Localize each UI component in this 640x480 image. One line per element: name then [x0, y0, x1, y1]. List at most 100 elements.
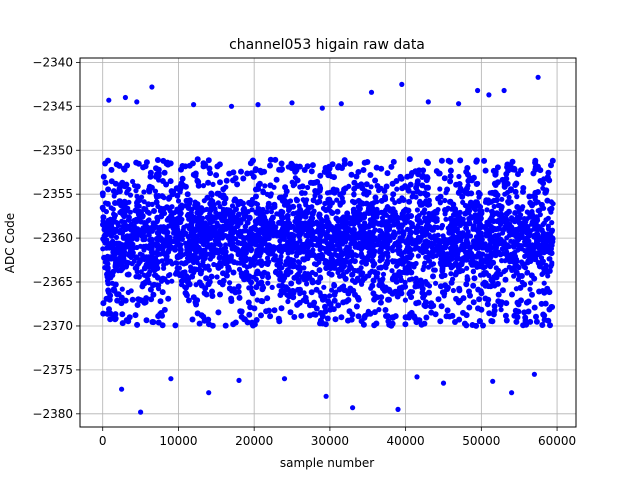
data-point	[248, 201, 255, 208]
data-point	[456, 181, 463, 187]
data-point	[533, 313, 539, 320]
data-point	[118, 202, 125, 209]
data-point	[179, 175, 186, 182]
data-point	[470, 254, 477, 260]
data-point	[548, 162, 554, 169]
data-point	[508, 228, 515, 235]
data-point	[503, 267, 509, 273]
data-point	[162, 237, 168, 244]
data-point	[271, 255, 278, 262]
data-point	[535, 250, 542, 257]
data-point	[217, 291, 223, 298]
data-point	[316, 211, 323, 218]
data-point	[323, 265, 330, 272]
data-point	[100, 173, 107, 180]
data-point	[159, 178, 166, 184]
data-point	[277, 276, 284, 283]
data-point	[340, 299, 347, 306]
data-point	[119, 223, 126, 230]
data-point	[102, 179, 109, 186]
data-point	[245, 299, 252, 306]
data-point	[525, 258, 532, 265]
data-point	[167, 208, 173, 214]
data-point	[496, 217, 502, 223]
data-point	[467, 252, 473, 258]
data-point	[263, 260, 270, 267]
data-point	[409, 276, 415, 282]
data-point	[317, 172, 324, 179]
data-point	[463, 225, 470, 231]
data-point	[317, 317, 324, 324]
data-point	[253, 209, 260, 216]
data-point	[182, 231, 188, 237]
y-tick-label: −2370	[32, 319, 73, 333]
data-point	[178, 180, 185, 187]
data-point	[514, 231, 521, 238]
data-point	[267, 182, 274, 189]
data-point	[316, 259, 322, 265]
data-point	[113, 234, 120, 240]
data-point	[429, 249, 436, 256]
data-point	[223, 218, 230, 225]
data-point	[397, 235, 403, 241]
data-point	[322, 303, 328, 310]
data-point	[267, 162, 273, 169]
data-point	[335, 267, 342, 273]
data-point	[177, 253, 184, 260]
data-point	[474, 199, 480, 206]
data-point	[487, 283, 494, 290]
data-point	[104, 200, 111, 207]
data-point	[104, 266, 111, 272]
data-point	[113, 161, 120, 168]
data-point	[149, 319, 156, 325]
data-point	[155, 166, 162, 173]
data-point	[323, 207, 329, 214]
data-point	[189, 316, 196, 323]
data-point	[390, 158, 397, 165]
data-point	[409, 223, 416, 230]
data-point	[529, 213, 536, 220]
data-point	[297, 237, 303, 244]
data-point	[404, 173, 411, 180]
data-point	[351, 258, 358, 265]
data-point	[442, 282, 449, 289]
data-point	[416, 213, 422, 219]
data-point	[443, 216, 449, 222]
data-point	[373, 273, 380, 280]
data-point	[448, 279, 455, 286]
data-point	[192, 257, 199, 263]
data-point	[412, 246, 418, 252]
data-point	[141, 265, 148, 272]
data-point	[342, 223, 349, 230]
data-point	[327, 293, 333, 299]
data-point	[319, 105, 325, 111]
data-point	[322, 321, 329, 328]
data-point	[221, 257, 228, 264]
data-point	[302, 294, 309, 301]
data-point	[269, 214, 276, 221]
data-point	[146, 217, 152, 223]
data-point	[426, 257, 433, 264]
data-point	[252, 235, 259, 242]
data-point	[136, 273, 142, 280]
data-point	[531, 275, 538, 282]
x-tick-label: 30000	[311, 434, 349, 448]
data-point	[227, 222, 234, 229]
data-point	[153, 199, 160, 206]
data-point	[423, 248, 429, 255]
data-point	[185, 279, 192, 286]
data-point	[134, 244, 140, 251]
data-point	[447, 158, 454, 165]
data-point	[158, 213, 165, 220]
data-point	[511, 240, 517, 246]
data-point	[293, 242, 300, 249]
data-point	[370, 222, 376, 229]
data-point	[413, 300, 420, 307]
data-point	[548, 263, 554, 269]
data-point	[205, 281, 212, 288]
data-point	[205, 224, 212, 231]
data-point	[215, 249, 222, 256]
data-point	[189, 241, 195, 247]
data-point	[339, 250, 345, 257]
data-point	[476, 318, 483, 325]
